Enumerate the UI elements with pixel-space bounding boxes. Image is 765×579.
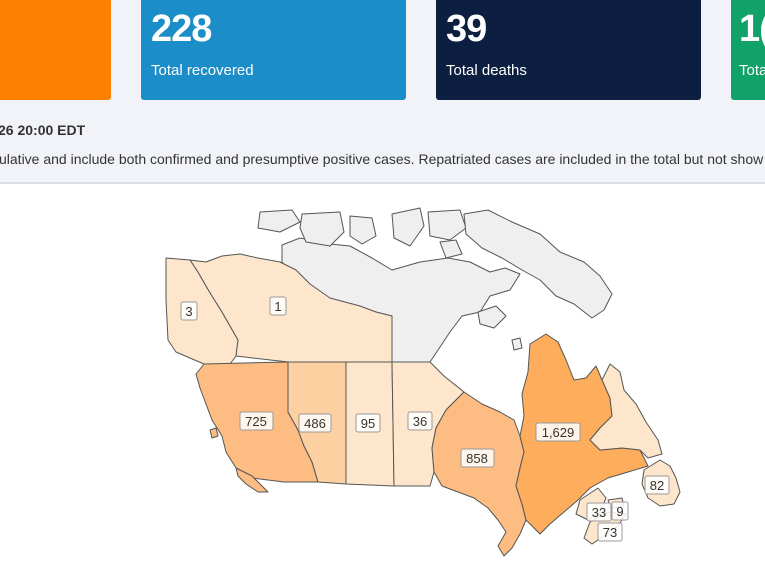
label-nb: 33 [586, 502, 612, 522]
last-updated-text: 26 20:00 EDT [0, 122, 86, 138]
case-note-text: ulative and include both confirmed and p… [0, 151, 764, 167]
label-mb-text: 36 [413, 414, 427, 429]
arctic-island-e[interactable] [427, 209, 467, 241]
label-sk: 95 [355, 413, 381, 433]
label-nwt-text: 1 [274, 299, 281, 314]
baffin-island[interactable] [463, 209, 613, 319]
label-ns-text: 73 [603, 525, 617, 540]
arctic-island-c[interactable] [349, 215, 377, 245]
label-yukon: 3 [180, 301, 198, 321]
label-pe-text: 9 [616, 504, 623, 519]
arctic-island-a[interactable] [257, 209, 301, 233]
province-northwest-territories[interactable] [189, 253, 393, 363]
vancouver-island[interactable] [235, 467, 269, 493]
label-bc-text: 725 [245, 414, 267, 429]
label-on-text: 858 [466, 451, 488, 466]
deaths-label: Total deaths [446, 62, 527, 79]
total-deaths-card[interactable]: 39 Total deaths [436, 0, 701, 100]
label-bc: 725 [239, 411, 274, 431]
label-mb: 36 [407, 411, 433, 431]
province-ontario[interactable] [431, 391, 527, 557]
label-ab: 486 [298, 413, 332, 433]
arctic-island-f[interactable] [439, 239, 463, 259]
tested-count: 1( [739, 8, 765, 50]
label-yukon-text: 3 [185, 304, 192, 319]
southampton-island[interactable] [477, 305, 507, 329]
label-nl: 82 [644, 475, 670, 495]
total-recovered-card[interactable]: 228 Total recovered [141, 0, 406, 100]
label-pe: 9 [611, 501, 629, 521]
province-labrador[interactable] [589, 363, 663, 459]
arctic-island-b[interactable] [299, 211, 345, 247]
province-quebec[interactable] [515, 333, 649, 535]
recovered-label: Total recovered [151, 62, 254, 79]
label-on: 858 [460, 448, 495, 468]
belcher-islands[interactable] [511, 337, 523, 351]
total-cases-card[interactable] [0, 0, 111, 100]
canada-case-map: 3 1 725 486 95 36 858 1,629 82 33 9 [165, 207, 681, 557]
arctic-island-d[interactable] [391, 207, 425, 247]
label-nwt: 1 [269, 296, 287, 316]
recovered-count: 228 [151, 8, 212, 50]
label-qc-text: 1,629 [542, 425, 575, 440]
label-nl-text: 82 [650, 478, 664, 493]
label-ab-text: 486 [304, 416, 326, 431]
label-qc: 1,629 [535, 422, 581, 442]
haida-gwaii[interactable] [209, 427, 219, 439]
total-tested-card[interactable]: 1( Tota [731, 0, 765, 100]
deaths-count: 39 [446, 8, 487, 50]
label-nb-text: 33 [592, 505, 606, 520]
label-sk-text: 95 [361, 416, 375, 431]
tested-label: Tota [739, 62, 765, 79]
label-ns: 73 [597, 522, 623, 542]
